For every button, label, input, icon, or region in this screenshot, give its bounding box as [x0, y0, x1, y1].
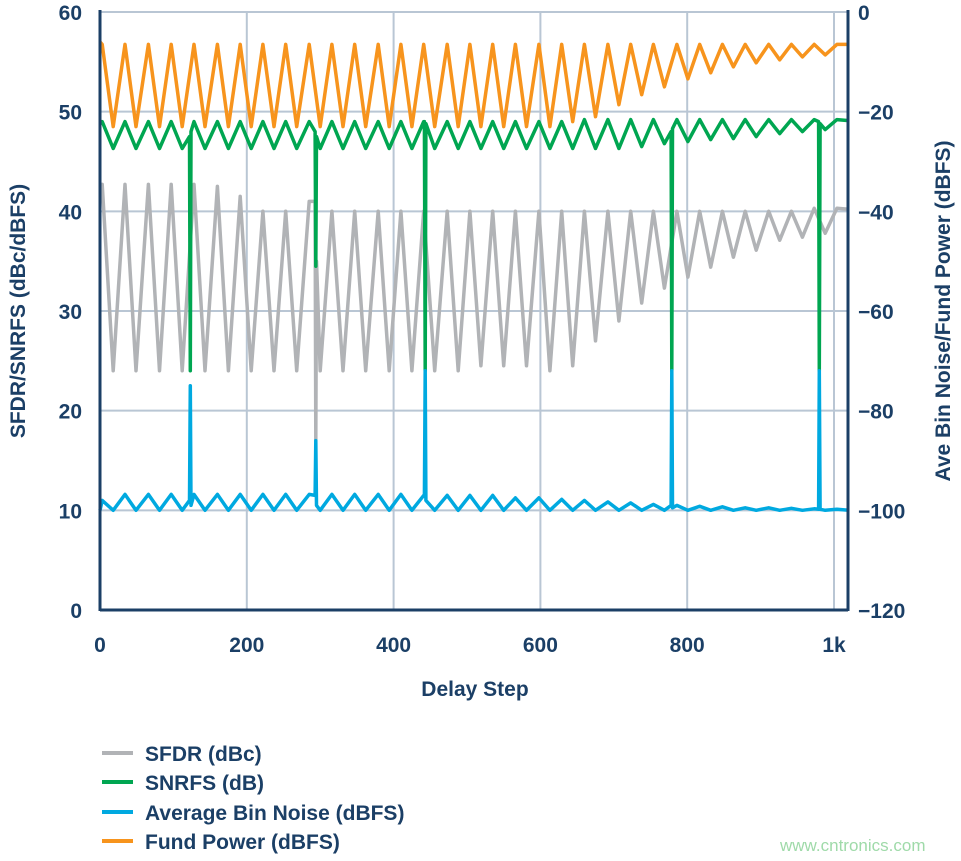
axes	[98, 10, 850, 612]
x-axis-title: Delay Step	[421, 678, 528, 701]
left-y-tick-label: 40	[59, 201, 82, 224]
right-y-tick-label: −100	[858, 500, 905, 523]
x-tick-label: 400	[376, 634, 411, 657]
left-y-tick-label: 60	[59, 2, 82, 25]
series-line-average-bin-noise-dbfs	[98, 369, 849, 513]
left-y-axis-title: SFDR/SNRFS (dBc/dBFS)	[7, 184, 30, 438]
legend-label: SFDR (dBc)	[145, 743, 262, 766]
left-y-tick-label: 10	[59, 500, 82, 523]
tick-labels: 0 200 400 600 800 1k 0 10 20 30 40 50 60 −120 −100 −80 −…	[59, 2, 906, 657]
left-y-tick-label: 0	[70, 600, 82, 623]
right-y-tick-label: 0	[858, 2, 870, 25]
series-line-fund-power-dbfs	[98, 40, 849, 129]
right-y-tick-label: −20	[858, 102, 894, 125]
right-y-tick-label: −40	[858, 201, 894, 224]
left-y-tick-label: 30	[59, 301, 82, 324]
x-tick-label: 600	[523, 634, 558, 657]
series-line-snrfs-db	[100, 117, 849, 373]
watermark: www.cntronics.com	[779, 836, 925, 855]
legend: SFDR (dBc) SNRFS (dB) Average Bin Noise (d…	[102, 743, 404, 854]
left-y-tick-label: 20	[59, 401, 82, 424]
series-line-sfdr-dbc	[100, 182, 849, 443]
right-y-tick-label: −80	[858, 401, 894, 424]
right-y-tick-label: −60	[858, 301, 894, 324]
grid	[99, 11, 848, 611]
left-y-tick-label: 50	[59, 102, 82, 125]
right-y-tick-label: −120	[858, 600, 905, 623]
series-lines	[98, 40, 849, 513]
right-y-axis-title: Ave Bin Noise/Fund Power (dBFS)	[932, 140, 955, 481]
legend-label: Fund Power (dBFS)	[145, 831, 340, 854]
x-tick-label: 200	[229, 634, 264, 657]
x-tick-label: 800	[670, 634, 705, 657]
legend-label: Average Bin Noise (dBFS)	[145, 802, 404, 825]
x-tick-label: 0	[94, 634, 106, 657]
x-tick-label: 1k	[822, 634, 846, 657]
legend-label: SNRFS (dB)	[145, 772, 264, 795]
